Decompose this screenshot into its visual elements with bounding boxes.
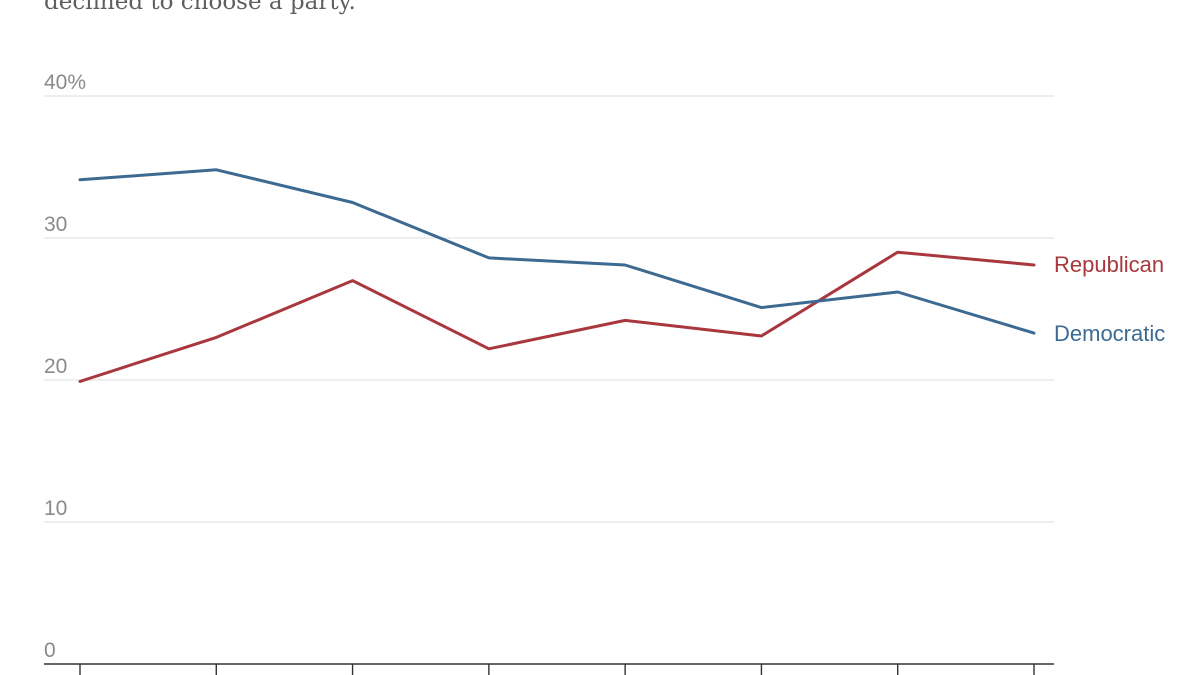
series-label-democratic: Democratic xyxy=(1054,321,1165,346)
y-tick-label: 10 xyxy=(44,497,67,520)
y-tick-label: 0 xyxy=(44,639,56,662)
series-line-democratic xyxy=(78,168,1036,335)
chart-subtitle: declined to choose a party. xyxy=(44,0,356,15)
series-line-republican xyxy=(78,250,1036,383)
y-tick-label: 20 xyxy=(44,355,67,378)
y-tick-label: 40% xyxy=(44,71,86,94)
series-label-republican: Republican xyxy=(1054,252,1164,277)
y-tick-label: 30 xyxy=(44,213,67,236)
